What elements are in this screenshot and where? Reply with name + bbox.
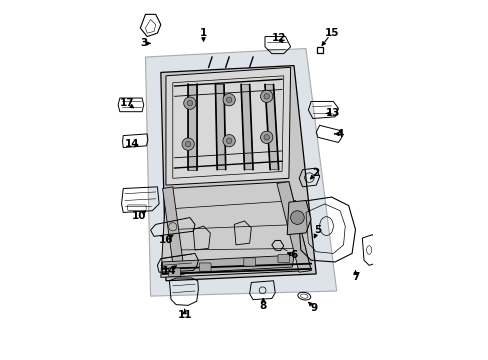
Text: 12: 12 bbox=[271, 33, 285, 43]
Text: 14: 14 bbox=[162, 266, 176, 275]
FancyBboxPatch shape bbox=[244, 258, 255, 266]
Text: 7: 7 bbox=[351, 272, 359, 282]
FancyBboxPatch shape bbox=[277, 255, 289, 263]
Circle shape bbox=[260, 131, 272, 143]
Circle shape bbox=[183, 97, 196, 109]
Polygon shape bbox=[162, 255, 293, 274]
Text: 1: 1 bbox=[200, 28, 207, 38]
Circle shape bbox=[260, 90, 272, 103]
Circle shape bbox=[187, 100, 192, 106]
Text: 14: 14 bbox=[124, 139, 139, 149]
Text: 3: 3 bbox=[140, 39, 147, 48]
Polygon shape bbox=[286, 201, 310, 235]
Polygon shape bbox=[162, 187, 184, 276]
Text: 16: 16 bbox=[159, 235, 173, 245]
Text: 17: 17 bbox=[119, 98, 134, 108]
Polygon shape bbox=[165, 67, 290, 185]
Text: 4: 4 bbox=[336, 129, 343, 139]
Polygon shape bbox=[161, 182, 310, 277]
Text: 10: 10 bbox=[131, 211, 145, 221]
Text: 5: 5 bbox=[314, 225, 321, 234]
Circle shape bbox=[290, 211, 304, 224]
Polygon shape bbox=[145, 49, 336, 296]
Text: 15: 15 bbox=[324, 28, 338, 38]
Polygon shape bbox=[161, 66, 316, 281]
Circle shape bbox=[182, 138, 194, 150]
Circle shape bbox=[223, 135, 235, 147]
FancyBboxPatch shape bbox=[168, 268, 180, 276]
Polygon shape bbox=[241, 84, 252, 170]
Polygon shape bbox=[188, 84, 196, 170]
Text: 13: 13 bbox=[325, 108, 340, 118]
FancyBboxPatch shape bbox=[199, 263, 211, 271]
Text: 11: 11 bbox=[177, 310, 192, 320]
Polygon shape bbox=[264, 84, 278, 170]
Circle shape bbox=[226, 97, 231, 103]
Text: 8: 8 bbox=[259, 301, 266, 311]
Text: 2: 2 bbox=[312, 168, 319, 178]
Circle shape bbox=[264, 135, 269, 140]
Polygon shape bbox=[276, 182, 310, 272]
Circle shape bbox=[223, 94, 235, 106]
Circle shape bbox=[226, 138, 231, 143]
Text: 9: 9 bbox=[310, 303, 317, 313]
Circle shape bbox=[185, 141, 190, 147]
Circle shape bbox=[264, 94, 269, 99]
Text: 6: 6 bbox=[290, 250, 297, 260]
Polygon shape bbox=[215, 84, 225, 170]
